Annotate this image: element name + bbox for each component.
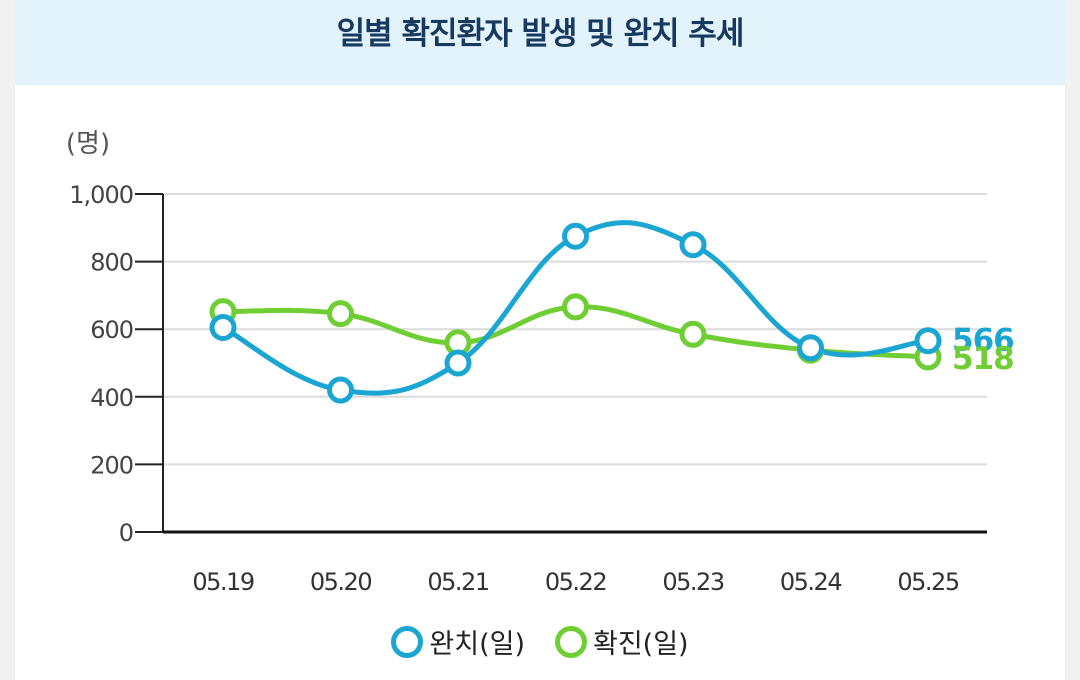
x-tick-label: 05.19 — [192, 568, 253, 596]
legend-marker-confirmed — [555, 625, 587, 658]
y-tick-labels: 0 200 400 600 800 1,000 — [69, 181, 134, 547]
chart-title: 일별 확진환자 발생 및 완치 추세 — [336, 16, 745, 52]
y-tick-label: 400 — [90, 384, 133, 412]
data-point-marker — [679, 231, 707, 259]
series-group — [209, 220, 942, 404]
legend-item-confirmed: 확진(일) — [555, 622, 689, 661]
legend-marker-recovered — [391, 625, 424, 658]
y-tick-label: 1,000 — [69, 181, 133, 209]
end-value-label: 518 — [952, 341, 1014, 377]
end-value-label: 566 — [952, 323, 1014, 359]
y-tick-label: 200 — [90, 451, 133, 479]
x-tick-labels: 05.19 05.20 05.21 05.22 05.23 05.24 05.25 — [192, 568, 960, 596]
title-bar: 일별 확진환자 발생 및 완치 추세 — [15, 0, 1065, 85]
axes — [135, 193, 987, 534]
legend-label-confirmed: 확진(일) — [593, 629, 689, 660]
x-tick-label: 05.21 — [427, 568, 488, 596]
data-point-marker — [209, 314, 237, 342]
x-tick-label: 05.24 — [780, 568, 841, 596]
x-tick-label: 05.22 — [545, 568, 606, 596]
legend-item-recovered: 완치(일) — [391, 622, 525, 661]
x-tick-label: 05.25 — [897, 568, 958, 596]
data-point-marker — [327, 376, 354, 404]
y-tick-label: 800 — [90, 249, 133, 277]
legend: 완치(일) 확진(일) — [0, 622, 1080, 661]
chart-card — [15, 0, 1065, 680]
data-point-marker — [562, 293, 589, 321]
data-point-marker — [444, 349, 472, 377]
data-point-marker — [562, 222, 589, 250]
gridlines — [163, 193, 987, 466]
data-point-marker — [914, 327, 942, 355]
y-axis-unit-label: (명) — [66, 129, 110, 159]
data-point-marker — [679, 320, 707, 348]
data-point-marker — [327, 300, 354, 328]
data-point-marker — [797, 334, 824, 362]
y-tick-label: 600 — [90, 316, 133, 344]
legend-label-recovered: 완치(일) — [429, 629, 525, 660]
y-tick-label: 0 — [119, 519, 133, 547]
x-tick-label: 05.23 — [662, 568, 723, 596]
x-tick-label: 05.20 — [310, 568, 371, 596]
